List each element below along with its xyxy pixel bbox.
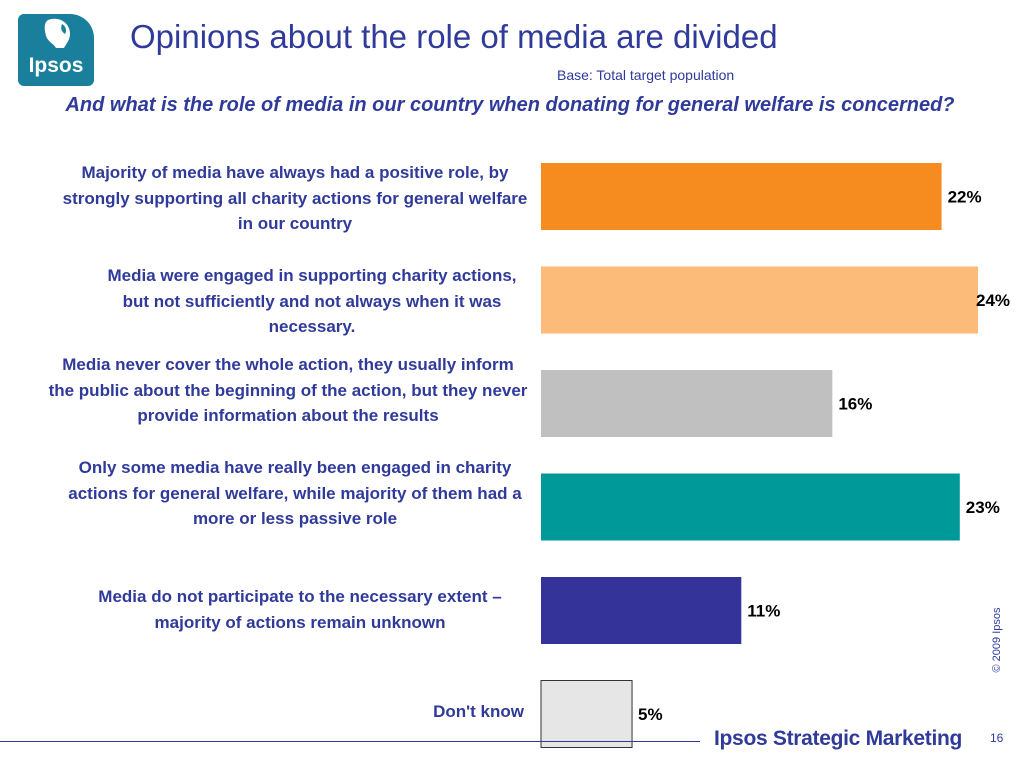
category-label: Media do not participate to the necessar…	[98, 587, 502, 632]
bar	[540, 680, 633, 748]
category-label: Media never cover the whole action, they…	[48, 355, 528, 426]
page-number: 16	[990, 731, 1004, 745]
ipsos-logo: Ipsos	[18, 14, 94, 86]
value-label: 5%	[638, 705, 663, 724]
value-label: 22%	[948, 188, 982, 207]
page-title: Opinions about the role of media are div…	[130, 18, 778, 55]
survey-question: And what is the role of media in our cou…	[65, 94, 955, 116]
bar	[541, 163, 942, 230]
category-label: Don't know	[433, 702, 524, 721]
footer-divider	[0, 741, 700, 742]
category-label: Only some media have really been engaged…	[68, 458, 522, 529]
bar	[541, 577, 742, 644]
value-label: 11%	[747, 602, 780, 621]
brand-wordmark: Ipsos Strategic Marketing	[714, 727, 963, 750]
bar	[541, 473, 960, 541]
category-label: Majority of media have always had a posi…	[62, 163, 528, 234]
logo-wordmark: Ipsos	[28, 54, 84, 77]
category-label: Media were engaged in supporting charity…	[107, 266, 517, 337]
head-silhouette-icon	[44, 18, 70, 48]
bar	[541, 266, 978, 334]
base-note: Base: Total target population	[557, 67, 735, 83]
value-label: 23%	[966, 498, 1000, 517]
value-label: 24%	[976, 291, 1010, 310]
value-label: 16%	[838, 395, 872, 414]
copyright-note: © 2009 Ipsos	[991, 607, 1003, 673]
bar	[541, 370, 833, 437]
